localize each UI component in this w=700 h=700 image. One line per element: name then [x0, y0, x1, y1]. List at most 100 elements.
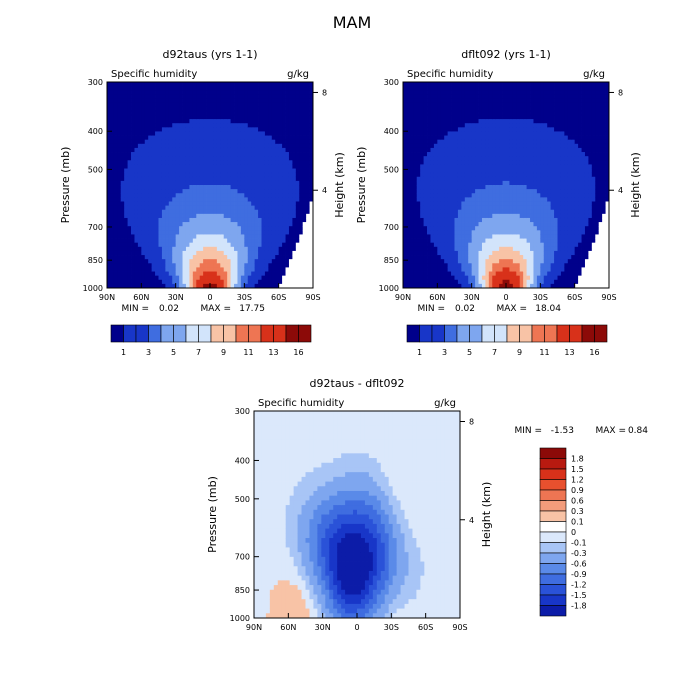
0-field-cell	[189, 168, 194, 174]
0-field-cell	[295, 168, 300, 174]
1-field-cell	[409, 131, 414, 136]
1-field-cell	[502, 234, 507, 239]
1-field-cell	[468, 90, 473, 95]
1-field-cell	[468, 152, 473, 157]
1-field-cell	[451, 259, 455, 264]
1-field-cell	[461, 193, 466, 198]
0-field-cell	[223, 230, 228, 235]
1-field-cell	[440, 267, 445, 272]
1-field-cell	[403, 102, 407, 108]
1-field-cell	[461, 98, 466, 103]
0-field-cell	[161, 230, 166, 235]
1-field-cell	[506, 102, 510, 108]
0-field-cell	[292, 255, 297, 260]
0-field-cell	[141, 164, 146, 169]
0-field-cell	[113, 156, 118, 161]
0-field-cell	[247, 271, 252, 277]
1-field-cell	[454, 213, 459, 219]
1-field-cell	[533, 86, 538, 91]
1-field-cell	[433, 185, 438, 190]
1-field-cell	[488, 209, 493, 215]
0-field-cell	[192, 160, 197, 165]
1-field-cell	[488, 197, 493, 202]
0-field-cell	[216, 201, 221, 206]
0-field-cell	[237, 275, 242, 281]
1-field-cell	[523, 246, 527, 252]
1-field-cell	[451, 242, 455, 248]
0-field-cell	[107, 152, 111, 157]
1-field-cell	[471, 123, 476, 128]
0-field-cell	[227, 238, 231, 244]
0-field-cell	[161, 127, 166, 132]
1-field-cell	[461, 217, 466, 223]
1-field-cell	[440, 259, 445, 264]
1-field-cell	[499, 110, 503, 116]
0-field-cell	[302, 135, 307, 141]
0-field-cell	[237, 139, 242, 145]
1-field-cell	[502, 250, 507, 256]
0-field-cell	[124, 102, 128, 108]
0-field-cell	[306, 279, 310, 285]
1-field-cell	[502, 94, 507, 99]
1-field-cell	[447, 168, 452, 174]
1-field-cell	[447, 185, 452, 190]
0-field-cell	[210, 119, 214, 124]
1-field-cell	[475, 147, 479, 153]
1-field-cell	[495, 271, 500, 277]
1-field-cell	[526, 119, 531, 124]
1-field-cell	[519, 152, 524, 157]
1-field-cell	[457, 176, 462, 182]
0-field-cell	[299, 189, 304, 194]
0-field-cell	[192, 259, 197, 264]
1-field-cell	[437, 147, 442, 153]
0-field-cell	[117, 164, 122, 169]
0-field-cell	[288, 201, 293, 206]
0-field-cell	[254, 86, 259, 91]
0-field-cell	[107, 86, 111, 91]
1-field-cell	[519, 156, 524, 161]
0-field-cell	[227, 94, 231, 99]
0-field-cell	[309, 267, 314, 272]
0-field-cell	[278, 197, 283, 202]
0-field-cell	[165, 102, 170, 108]
1-field-cell	[492, 250, 497, 256]
0-field-cell	[302, 152, 307, 157]
0-field-cell	[292, 114, 297, 120]
0-field-cell	[234, 123, 238, 128]
0-field-cell	[230, 267, 235, 272]
0-field-cell	[206, 246, 211, 252]
0-field-cell	[271, 185, 276, 190]
1-field-cell	[468, 98, 473, 103]
0-field-cell	[292, 176, 297, 182]
1-field-cell	[492, 152, 497, 157]
0-field-cell	[151, 176, 156, 182]
1-field-cell	[492, 90, 497, 95]
1-field-cell	[437, 267, 442, 272]
0-field-cell	[196, 238, 201, 244]
0-field-cell	[258, 152, 262, 157]
1-field-cell	[506, 185, 510, 190]
1-field-cell	[481, 259, 486, 264]
0-field-cell	[120, 242, 125, 248]
1-field-cell	[433, 127, 438, 132]
0-field-cell	[237, 135, 242, 141]
1-field-cell	[409, 156, 414, 161]
0-field-cell	[206, 230, 211, 235]
1-field-cell	[512, 94, 517, 99]
1-field-cell	[403, 213, 407, 219]
1-field-cell	[495, 102, 500, 108]
1-field-cell	[413, 180, 418, 186]
0-field-cell	[165, 217, 170, 223]
0-field-cell	[223, 160, 228, 165]
0-field-cell	[165, 283, 170, 289]
0-field-cell	[309, 189, 314, 194]
0-field-cell	[247, 86, 252, 91]
1-field-cell	[406, 213, 411, 219]
0-field-cell	[117, 106, 122, 112]
0-field-cell	[117, 222, 122, 227]
0-field-cell	[234, 168, 238, 174]
0-field-cell	[295, 139, 300, 145]
0-field-cell	[247, 283, 252, 289]
1-field-cell	[492, 255, 497, 260]
1-field-cell	[512, 271, 517, 277]
